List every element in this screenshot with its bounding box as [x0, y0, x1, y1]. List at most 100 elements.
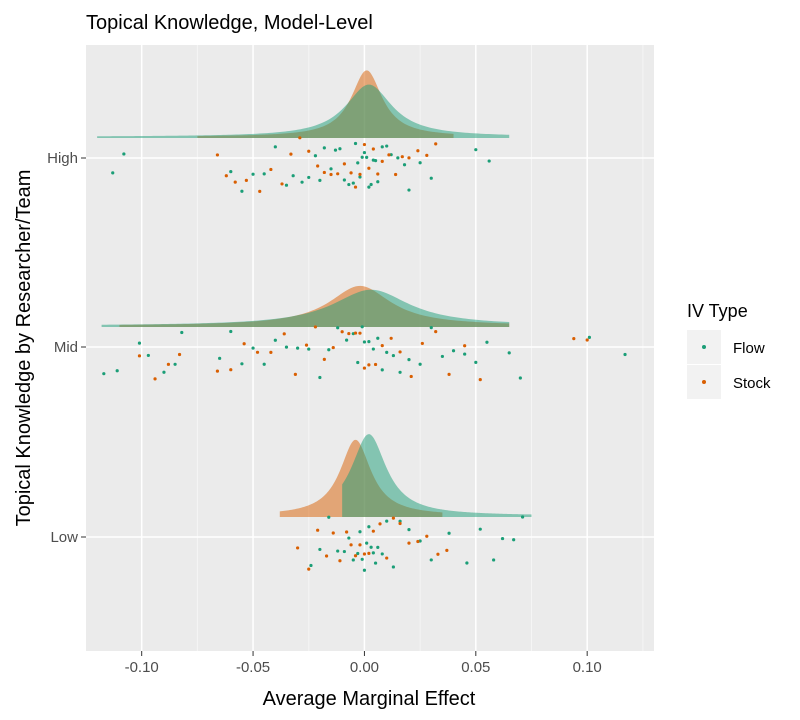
point-stock-mid	[282, 332, 286, 336]
point-flow-high	[111, 171, 115, 175]
point-stock-high	[362, 142, 367, 147]
point-stock-mid	[380, 344, 384, 348]
point-stock-high	[280, 182, 284, 186]
point-stock-low	[316, 528, 320, 532]
point-flow-mid	[356, 360, 360, 365]
point-stock-high	[336, 172, 340, 176]
density-flow-mid	[101, 289, 510, 327]
point-flow-low	[360, 557, 364, 561]
point-flow-low	[318, 547, 322, 552]
point-flow-high	[284, 183, 289, 187]
point-flow-high	[367, 185, 371, 189]
point-flow-mid	[218, 356, 222, 360]
point-flow-low	[512, 538, 516, 542]
x-tick-label: -0.10	[125, 659, 159, 676]
point-stock-high	[376, 172, 380, 176]
point-stock-high	[224, 174, 228, 178]
point-flow-high	[313, 154, 318, 158]
point-stock-low	[436, 552, 440, 556]
x-axis-title: Average Marginal Effect	[263, 688, 476, 710]
point-stock-high	[387, 153, 391, 157]
point-stock-mid	[331, 345, 335, 350]
point-stock-low	[407, 541, 411, 545]
point-flow-mid	[587, 335, 592, 339]
density-clouds	[97, 70, 532, 517]
point-flow-high	[229, 170, 233, 174]
point-stock-low	[362, 552, 367, 556]
point-stock-low	[425, 534, 429, 538]
point-flow-mid	[507, 351, 511, 355]
point-flow-mid	[345, 338, 349, 342]
point-flow-mid	[407, 358, 411, 362]
x-tick-label: 0.10	[573, 659, 602, 676]
point-stock-high	[416, 149, 420, 153]
point-flow-mid	[360, 325, 364, 329]
point-stock-mid	[434, 330, 438, 334]
point-flow-high	[322, 146, 326, 150]
point-flow-mid	[251, 346, 255, 350]
point-flow-low	[336, 549, 340, 553]
point-stock-low	[324, 554, 329, 558]
point-stock-high	[298, 136, 302, 140]
point-stock-high	[329, 172, 333, 177]
point-stock-high	[407, 156, 411, 160]
point-flow-mid	[229, 329, 233, 334]
point-flow-low	[369, 545, 373, 549]
point-stock-high	[358, 172, 362, 176]
point-flow-high	[362, 150, 367, 155]
point-stock-mid	[398, 350, 402, 354]
point-flow-low	[358, 530, 362, 534]
legend: IV Type Flow Stock	[687, 301, 771, 399]
point-flow-high	[380, 145, 384, 149]
point-flow-high	[240, 189, 244, 193]
point-stock-mid	[409, 374, 413, 379]
point-stock-mid	[478, 378, 482, 382]
point-stock-mid	[137, 354, 142, 358]
point-flow-high	[418, 161, 422, 165]
point-flow-high	[353, 141, 358, 146]
point-stock-high	[307, 149, 311, 153]
point-flow-mid	[296, 346, 300, 350]
point-stock-low	[416, 539, 420, 544]
point-flow-high	[369, 182, 373, 187]
point-stock-low	[296, 546, 300, 550]
legend-label-stock: Stock	[733, 375, 771, 392]
point-flow-low	[500, 536, 505, 541]
point-flow-mid	[307, 347, 311, 351]
x-tick-label: 0.00	[350, 659, 379, 676]
point-flow-high	[396, 156, 400, 160]
point-stock-low	[307, 567, 311, 571]
point-stock-mid	[255, 350, 260, 354]
point-stock-low	[353, 554, 358, 558]
point-stock-low	[445, 548, 449, 552]
point-stock-low	[398, 521, 402, 526]
point-flow-mid	[173, 362, 177, 366]
point-stock-high	[353, 185, 358, 189]
point-flow-low	[478, 527, 482, 531]
point-stock-mid	[447, 372, 451, 376]
point-flow-mid	[485, 340, 489, 344]
point-flow-mid	[273, 338, 277, 342]
point-flow-mid	[284, 345, 289, 349]
point-stock-mid	[313, 325, 318, 329]
point-flow-mid	[398, 370, 402, 374]
point-flow-low	[520, 515, 525, 519]
point-stock-low	[367, 551, 371, 556]
point-flow-low	[385, 519, 389, 523]
point-stock-mid	[166, 362, 171, 366]
y-tick-label-mid: Mid	[54, 339, 78, 356]
point-flow-high	[122, 152, 126, 156]
y-axis-title: Topical Knowledge by Researcher/Team	[13, 170, 35, 527]
point-flow-mid	[440, 354, 444, 359]
point-flow-mid	[376, 336, 380, 340]
density-flow-high	[97, 84, 510, 138]
point-flow-low	[365, 541, 369, 545]
point-flow-low	[429, 558, 433, 562]
point-stock-mid	[304, 343, 309, 347]
point-flow-high	[262, 172, 266, 176]
point-flow-high	[351, 181, 355, 185]
point-stock-high	[425, 153, 429, 157]
point-flow-high	[487, 159, 491, 163]
point-flow-high	[329, 167, 333, 171]
point-flow-low	[347, 536, 351, 540]
